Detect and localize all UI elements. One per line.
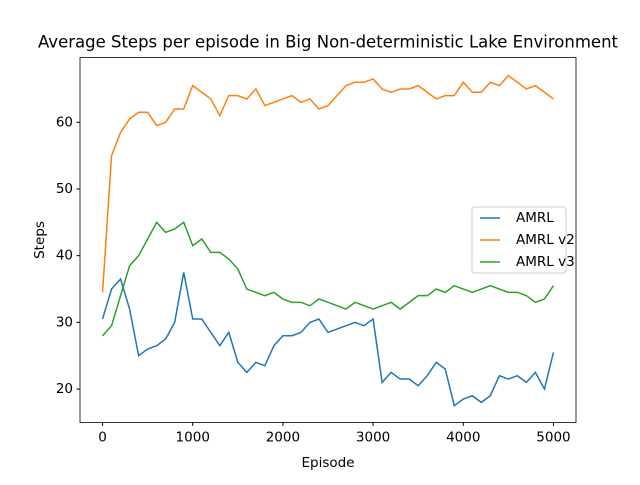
legend-box: [471, 206, 567, 274]
legend-label: AMRL: [516, 210, 554, 226]
y-tick-label: 60: [56, 114, 73, 130]
x-tick-label: 0: [98, 429, 107, 445]
chart-title: Average Steps per episode in Big Non-det…: [38, 33, 619, 52]
y-tick-label: 30: [56, 314, 73, 330]
y-axis-label: Steps: [32, 221, 48, 259]
y-tick-label: 50: [56, 181, 73, 197]
series-line: [101, 74, 554, 293]
plot-frame: [79, 57, 577, 423]
x-tick-label: 5000: [536, 429, 570, 445]
x-axis-label: Episode: [301, 455, 354, 471]
x-tick-label: 3000: [356, 429, 390, 445]
series-line: [101, 272, 555, 407]
y-tick-label: 40: [56, 248, 73, 264]
legend-label: AMRL v3: [516, 254, 575, 270]
legend-label: AMRL v2: [516, 232, 575, 248]
x-tick-label: 2000: [266, 429, 300, 445]
y-tick-label: 20: [56, 381, 73, 397]
x-tick-label: 4000: [446, 429, 480, 445]
series-line: [101, 221, 555, 337]
x-tick-label: 1000: [176, 429, 210, 445]
